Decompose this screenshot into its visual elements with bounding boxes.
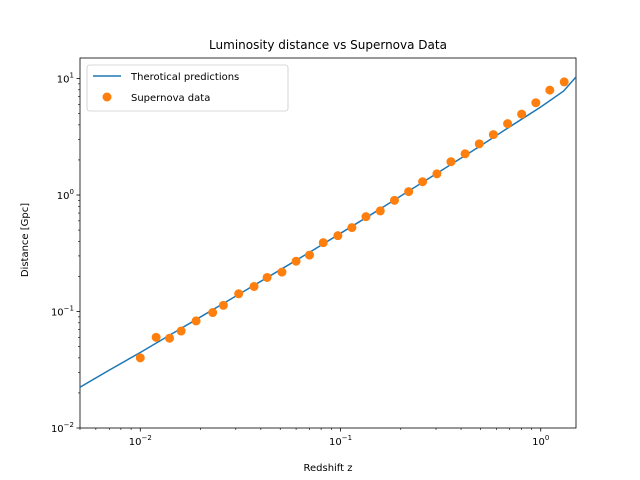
- supernova-data-point: [517, 109, 527, 119]
- x-axis-label: Redshift z: [303, 463, 352, 474]
- supernova-data-point: [503, 119, 513, 129]
- supernova-data-point: [262, 272, 272, 282]
- plot-area: 10−2 10−1 100 10−2 10−1 100 101: [51, 57, 577, 448]
- supernova-data-point: [135, 353, 145, 363]
- supernova-data-point: [304, 250, 314, 260]
- chart-title: Luminosity distance vs Supernova Data: [209, 38, 447, 52]
- y-tick-label: 10−2: [51, 421, 74, 435]
- legend: Therotical predictions Supernova data: [86, 64, 289, 112]
- supernova-data-point: [218, 300, 228, 310]
- supernova-data-point: [249, 281, 259, 291]
- supernova-data-point: [176, 326, 186, 336]
- supernova-data-point: [389, 195, 399, 205]
- x-tick-label: 10−2: [129, 434, 152, 448]
- x-tick-label: 10−1: [329, 434, 352, 448]
- x-tick-label: 100: [532, 434, 549, 448]
- supernova-data-point: [318, 238, 328, 248]
- supernova-data-point: [347, 223, 357, 233]
- supernova-data-point: [531, 98, 541, 108]
- supernova-data-point: [432, 169, 442, 179]
- y-tick-label: 10−1: [51, 305, 74, 319]
- supernova-data-point: [234, 289, 244, 299]
- supernova-data-point: [277, 267, 287, 277]
- y-axis-label: Distance [Gpc]: [20, 203, 31, 277]
- supernova-data-point: [151, 332, 161, 342]
- supernova-data-point: [208, 308, 218, 318]
- supernova-data-point: [418, 177, 428, 187]
- supernova-data-point: [191, 316, 201, 326]
- legend-marker-swatch: [102, 92, 112, 102]
- supernova-data-point: [165, 333, 175, 343]
- legend-entry-label: Therotical predictions: [130, 72, 239, 83]
- axes-frame: [79, 57, 577, 429]
- supernova-data-point: [488, 130, 498, 140]
- y-tick-label: 101: [57, 72, 74, 86]
- supernova-data-point: [474, 139, 484, 149]
- supernova-data-point: [460, 149, 470, 159]
- supernova-data-point: [291, 256, 301, 266]
- supernova-data-point: [361, 212, 371, 222]
- legend-box: [86, 64, 289, 112]
- supernova-data-point: [545, 85, 555, 95]
- supernova-data-point: [375, 206, 385, 216]
- supernova-data-point: [446, 157, 456, 167]
- supernova-data-point: [333, 231, 343, 241]
- supernova-data-point: [404, 187, 414, 197]
- supernova-data-point: [559, 77, 569, 87]
- legend-entry-label: Supernova data: [131, 93, 210, 104]
- y-tick-label: 100: [57, 188, 74, 202]
